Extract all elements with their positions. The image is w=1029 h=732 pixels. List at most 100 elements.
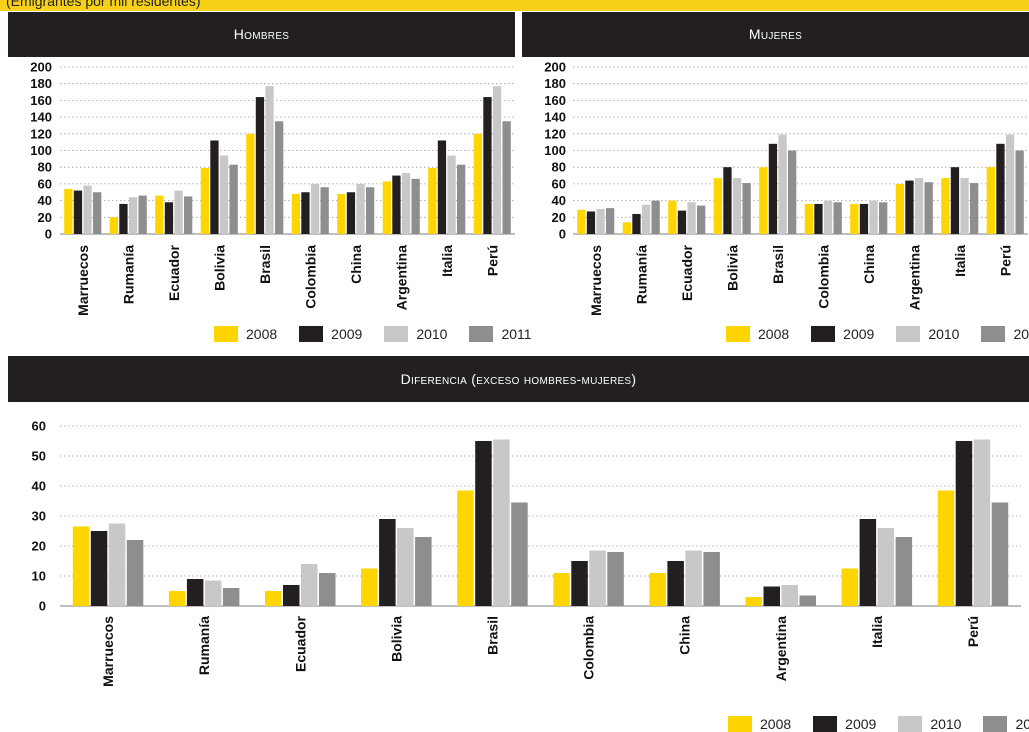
y-tick-label: 20: [38, 210, 52, 225]
bar-bolivia-2009: [210, 140, 219, 234]
category-label-china: China: [677, 616, 693, 655]
diferencia-legend: 2008 2009 2010 2011: [728, 716, 1029, 732]
bar-ecuador-2010: [301, 564, 318, 606]
y-tick-label: 160: [30, 93, 52, 108]
bar-marruecos-2011: [126, 540, 144, 606]
bar-rumania-2008: [622, 222, 631, 234]
y-tick-label: 0: [45, 227, 52, 242]
bar-peru-2008: [937, 490, 955, 606]
bar-italia-2009: [859, 519, 877, 606]
legend-item-2011: 2011: [983, 716, 1029, 732]
bar-argentina-2008: [745, 597, 762, 606]
bar-argentina-2010: [401, 173, 411, 234]
bar-brasil-2010: [265, 86, 274, 234]
bar-rumania-2011: [651, 200, 660, 234]
bar-argentina-2011: [411, 178, 420, 234]
bar-argentina-2009: [392, 175, 401, 234]
bar-brasil-2010: [493, 439, 510, 606]
bar-peru-2008: [473, 133, 482, 234]
category-label-rumania: Rumanía: [120, 245, 136, 304]
y-tick-label: 100: [30, 143, 52, 158]
bar-ecuador-2011: [319, 573, 336, 606]
bar-bolivia-2008: [361, 568, 378, 606]
y-tick-label: 120: [544, 126, 566, 141]
legend-swatch: [896, 326, 921, 342]
category-label-colombia: Colombia: [815, 245, 831, 309]
bar-italia-2010: [960, 178, 969, 234]
bar-peru-2010: [1005, 134, 1015, 234]
category-label-rumania: Rumanía: [633, 245, 649, 304]
legend-item-2010: 2010: [898, 716, 961, 732]
y-tick-label: 180: [544, 76, 566, 91]
y-tick-label: 140: [544, 110, 566, 125]
bar-colombia-2009: [301, 192, 310, 234]
bar-rumania-2010: [128, 197, 138, 234]
bar-italia-2008: [941, 178, 950, 234]
bar-china-2011: [366, 187, 375, 234]
header-bar: (Emigrantes por mil residentes): [0, 0, 1029, 11]
category-label-brasil: Brasil: [770, 245, 786, 284]
y-tick-label: 20: [552, 210, 566, 225]
category-label-argentina: Argentina: [906, 245, 922, 311]
y-tick-label: 80: [552, 160, 566, 175]
legend-swatch: [983, 716, 1008, 732]
y-tick-label: 80: [38, 160, 52, 175]
bar-china-2008: [649, 573, 666, 606]
bar-brasil-2009: [475, 441, 492, 606]
bar-bolivia-2011: [229, 164, 238, 234]
bar-china-2008: [850, 203, 859, 234]
category-label-argentina: Argentina: [393, 245, 409, 311]
legend-label: 2009: [331, 326, 363, 342]
category-label-brasil: Brasil: [484, 616, 500, 655]
bar-brasil-2011: [275, 121, 284, 234]
legend-label: 2011: [501, 326, 532, 342]
legend-label: 2011: [1015, 716, 1029, 732]
bar-argentina-2010: [914, 178, 924, 234]
bar-italia-2010: [447, 155, 456, 234]
bar-brasil-2011: [788, 150, 797, 234]
y-tick-label: 140: [30, 110, 52, 125]
category-label-bolivia: Bolivia: [388, 616, 404, 662]
bar-ecuador-2009: [164, 202, 174, 234]
bar-peru-2008: [986, 167, 995, 234]
y-tick-label: 200: [544, 60, 566, 75]
diferencia-title: Diferencia (exceso hombres-mujeres): [400, 371, 637, 387]
bar-italia-2011: [457, 164, 466, 234]
bar-brasil-2008: [457, 490, 474, 606]
bar-rumania-2008: [109, 217, 118, 234]
bar-bolivia-2010: [397, 528, 414, 606]
bar-ecuador-2009: [677, 210, 687, 234]
bar-bolivia-2010: [219, 155, 229, 234]
bar-colombia-2011: [320, 187, 329, 234]
bar-colombia-2009: [571, 561, 588, 606]
bar-argentina-2009: [763, 586, 780, 606]
legend-item-2011: 2011: [981, 326, 1029, 342]
y-tick-label: 60: [552, 176, 566, 191]
category-label-brasil: Brasil: [257, 245, 273, 284]
bar-ecuador-2011: [184, 196, 193, 234]
legend-label: 2010: [928, 326, 960, 342]
legend-label: 2009: [845, 716, 877, 732]
legend-item-2008: 2008: [728, 716, 791, 732]
bar-bolivia-2008: [200, 168, 209, 234]
mujeres-legend: 2008 2009 2010 2011: [726, 326, 1029, 342]
chart-subtitle: (Emigrantes por mil residentes): [6, 0, 201, 9]
bar-marruecos-2010: [108, 523, 126, 606]
legend-item-2009: 2009: [813, 716, 876, 732]
legend-swatch: [726, 326, 750, 342]
bar-italia-2010: [877, 528, 895, 606]
bar-peru-2009: [483, 97, 492, 234]
category-label-marruecos: Marruecos: [100, 616, 116, 687]
category-label-colombia: Colombia: [302, 245, 318, 309]
y-tick-label: 30: [32, 509, 46, 524]
bar-ecuador-2011: [697, 205, 706, 234]
y-tick-label: 10: [32, 569, 46, 584]
bar-marruecos-2011: [606, 208, 615, 234]
legend-swatch: [811, 326, 836, 342]
mujeres-title-band: Mujeres: [522, 12, 1029, 57]
category-label-china: China: [348, 245, 364, 284]
bar-argentina-2011: [799, 595, 816, 606]
diferencia-title-band: Diferencia (exceso hombres-mujeres): [8, 356, 1029, 402]
